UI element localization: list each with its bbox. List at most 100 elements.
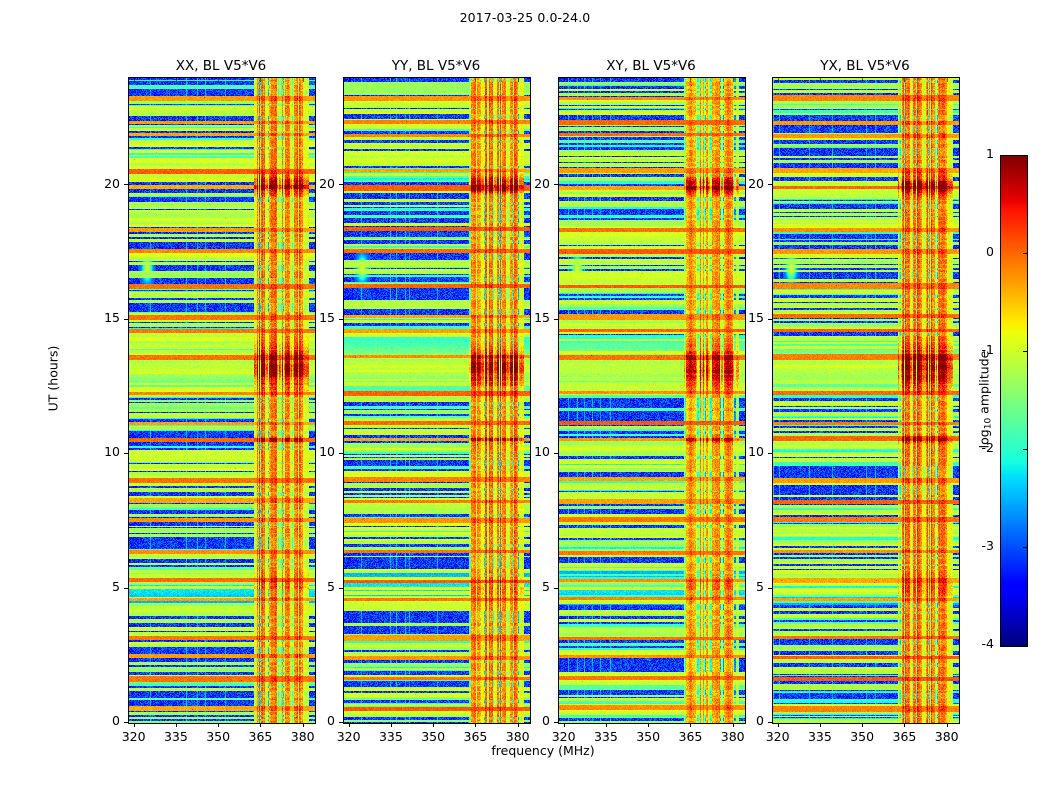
y-tick-mark [768,319,772,320]
x-tick-mark-top [176,78,177,82]
waterfall-panel-yx[interactable] [772,77,960,724]
colorbar-tick-mark [1023,155,1028,156]
x-tick-label: 365 [248,729,273,744]
y-tick-label: 5 [327,578,335,594]
y-tick-mark [124,319,128,320]
x-tick-mark-top [518,78,519,82]
y-tick-label: 20 [319,175,335,191]
y-tick-label: 0 [327,713,335,728]
y-tick-mark [339,319,343,320]
y-tick-mark [768,453,772,454]
x-tick-label: 380 [290,729,315,744]
y-tick-label: 0 [542,713,550,728]
x-tick-label: 380 [505,729,530,744]
x-tick-label: 320 [765,729,790,744]
y-tick-mark [339,588,343,589]
x-tick-label: 365 [463,729,488,744]
colorbar-tick-mark [1023,253,1028,254]
x-tick-mark [260,723,261,727]
y-tick-label: 5 [112,578,120,594]
waterfall-panel-xx[interactable] [128,77,316,724]
colorbar-tick-mark [1023,351,1028,352]
x-tick-mark-top [475,78,476,82]
y-tick-label: 10 [748,444,764,460]
x-tick-mark-top [349,78,350,82]
x-tick-label: 335 [163,729,188,744]
y-tick-mark [124,722,128,723]
x-tick-mark [176,723,177,727]
x-tick-label: 365 [678,729,703,744]
colorbar-tick-mark [1023,547,1028,548]
x-tick-mark-top [820,78,821,82]
x-tick-mark-top [778,78,779,82]
y-tick-label: 20 [748,175,764,191]
panel-title-xy: XY, BL V5*V6 [606,58,696,74]
y-tick-label: 20 [104,175,120,191]
colorbar-tick-mark [1023,449,1028,450]
y-tick-label: 5 [542,578,550,594]
y-tick-mark [124,453,128,454]
x-tick-mark [690,723,691,727]
x-tick-mark [778,723,779,727]
waterfall-panel-xy[interactable] [558,77,746,724]
x-tick-mark [862,723,863,727]
y-tick-mark [768,588,772,589]
x-tick-mark [349,723,350,727]
colorbar-tick-mark [1023,645,1028,646]
colorbar-tick-label: -3 [981,538,994,553]
x-tick-label: 380 [720,729,745,744]
x-tick-mark-top [391,78,392,82]
colorbar[interactable] [1000,155,1028,647]
colorbar-label-subscript: 10 [983,417,994,430]
x-axis-label: frequency (MHz) [491,743,595,758]
y-tick-label: 10 [319,444,335,460]
x-tick-mark-top [947,78,948,82]
x-tick-label: 350 [636,729,661,744]
x-tick-mark-top [733,78,734,82]
x-tick-mark [303,723,304,727]
x-tick-mark-top [648,78,649,82]
x-tick-mark [606,723,607,727]
x-tick-mark-top [904,78,905,82]
y-tick-mark [554,453,558,454]
waterfall-panel-yy[interactable] [343,77,531,724]
y-tick-label: 0 [112,713,120,728]
y-tick-label: 15 [748,309,764,325]
y-tick-mark [768,184,772,185]
x-tick-mark-top [862,78,863,82]
x-tick-label: 335 [807,729,832,744]
x-tick-mark [820,723,821,727]
x-tick-mark-top [134,78,135,82]
y-tick-label: 15 [534,309,550,325]
y-tick-label: 15 [319,309,335,325]
x-tick-label: 350 [850,729,875,744]
y-tick-mark [339,722,343,723]
x-tick-mark [433,723,434,727]
x-tick-mark-top [690,78,691,82]
y-tick-label: 0 [756,713,764,728]
x-tick-label: 320 [121,729,146,744]
y-tick-mark [339,453,343,454]
colorbar-tick-label: -4 [981,636,994,651]
y-tick-mark [554,184,558,185]
y-tick-mark [768,722,772,723]
x-tick-label: 320 [551,729,576,744]
y-tick-mark [124,184,128,185]
colorbar-tick-label: -2 [981,440,994,455]
y-axis-label: UT (hours) [45,345,61,412]
y-tick-label: 10 [534,444,550,460]
colorbar-tick-label: 0 [986,244,994,259]
x-tick-mark-top [260,78,261,82]
x-tick-mark [475,723,476,727]
x-tick-mark [391,723,392,727]
y-tick-mark [554,588,558,589]
x-tick-mark [518,723,519,727]
y-tick-label: 20 [534,175,550,191]
x-tick-mark [564,723,565,727]
y-tick-mark [554,722,558,723]
x-tick-label: 350 [421,729,446,744]
x-tick-label: 320 [336,729,361,744]
x-tick-label: 380 [934,729,959,744]
x-tick-mark [904,723,905,727]
